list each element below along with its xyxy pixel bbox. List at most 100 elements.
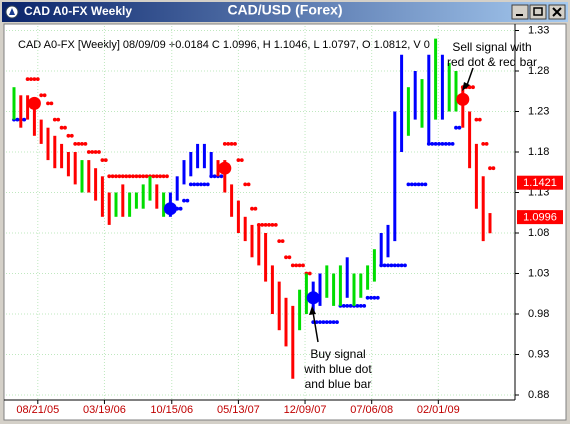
stop-dot [154,174,159,179]
stop-dot [467,85,472,90]
stop-dot [471,85,475,90]
y-tick-label: 0.98 [528,308,549,320]
stop-dot [243,182,248,187]
x-tick-label: 07/06/08 [350,404,393,416]
stop-dot [226,142,231,146]
info-line: CAD A0-FX [Weekly] 08/09/09 +0.0184 C 1.… [18,39,430,51]
stop-dot [345,304,350,308]
stop-dot [250,206,254,211]
stop-dot [35,77,40,81]
stop-dot [100,158,105,163]
stop-dot [212,174,217,179]
y-tick-label: 0.93 [528,348,549,360]
stop-dot [341,304,346,308]
stop-dot [97,150,101,154]
stop-dot [222,142,227,146]
y-tick-label: 1.28 [528,65,549,77]
stop-dot [260,223,265,227]
signal-dot [27,96,41,110]
close-glyph [552,7,562,17]
stop-dot [365,295,370,300]
stop-dot [409,182,414,187]
window-buttons [511,4,566,20]
stop-dot [80,142,84,146]
stop-dot [236,158,241,163]
stop-dot [22,117,27,122]
stop-dot [389,263,394,268]
annotation: Buy signal [310,347,365,361]
stop-dot [182,198,186,203]
stop-dot [416,182,421,187]
stop-dot [165,174,169,179]
arrows [309,67,474,343]
buy-arrow [312,311,319,343]
stop-dot [270,223,275,227]
stop-dot [39,93,44,98]
stop-dot [32,77,37,81]
stop-dot [151,174,156,179]
stop-dot [287,255,292,260]
stop-dot [433,142,438,146]
stop-dot [202,182,207,187]
annotation: red dot & red bar [447,55,537,69]
stop-dot [137,174,142,179]
stop-dot [440,142,445,146]
stop-dot [358,304,363,308]
stop-dot [454,125,458,130]
stop-dot [25,77,30,81]
x-tick-label: 08/21/05 [16,404,59,416]
minimize-button[interactable] [511,4,529,20]
stop-dot [253,206,258,211]
stop-dot [488,166,492,171]
stop-dot [131,174,135,179]
stop-dot [239,158,244,163]
stop-dot [474,117,479,122]
stop-dot [335,320,339,324]
stop-dot [273,223,278,227]
stop-dot [124,174,129,179]
stop-dot [219,174,224,179]
stop-dot [90,150,95,154]
stop-dot [192,182,197,187]
x-tick-label: 05/13/07 [217,404,260,416]
stop-dot [491,166,496,171]
stop-dot [403,263,407,268]
stop-dot [447,142,452,146]
stop-dot [413,182,418,187]
stop-dot [107,174,112,179]
maximize-button[interactable] [529,4,547,20]
stop-dot [246,182,251,187]
stop-dot [195,182,200,187]
signal-dot [218,161,232,175]
stop-dot [127,174,132,179]
y-tick-label: 1.08 [528,227,549,239]
signal-dot [456,92,470,106]
stop-dot [369,295,373,300]
stop-dot [229,142,234,146]
stop-dot [423,182,428,187]
stop-dot [481,142,486,146]
stop-dot [120,174,125,179]
stop-dot [382,263,387,268]
chart-title: CAD/USD (Forex) [227,2,342,18]
y-tick-label: 1.33 [528,24,549,36]
stop-dot [42,93,47,98]
stop-dot [29,77,33,81]
stop-dot [103,158,108,163]
stop-dot [83,142,88,146]
stop-dot [392,263,397,268]
stop-dot [49,101,54,106]
stop-dot [52,117,57,122]
stop-dot [59,125,64,130]
signal-dot [306,291,320,305]
stop-dot [399,263,404,268]
title-bar [2,2,568,22]
stop-dot [297,263,302,268]
price-box-label: 1.1421 [523,177,557,189]
window-title: CAD A0-FX Weekly [24,4,132,18]
stop-dot [178,206,183,211]
stop-dot [477,117,482,122]
stop-dot [318,320,322,324]
stop-dot [46,101,50,106]
